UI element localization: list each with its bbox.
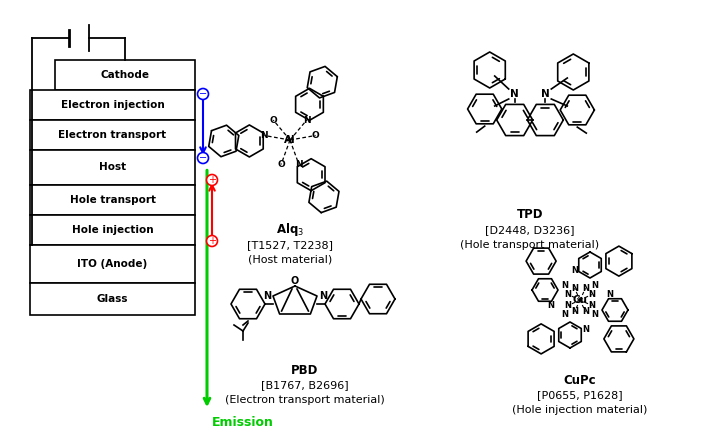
Text: O: O	[277, 160, 285, 169]
Text: N: N	[295, 160, 303, 169]
Text: N: N	[589, 290, 596, 299]
Text: N: N	[260, 131, 268, 140]
Text: N: N	[571, 266, 578, 275]
Text: Hole injection: Hole injection	[72, 225, 153, 235]
Text: N: N	[591, 281, 598, 290]
Circle shape	[198, 153, 208, 163]
Text: Electron transport: Electron transport	[58, 130, 167, 140]
Text: [B1767, B2696]: [B1767, B2696]	[261, 380, 348, 390]
Text: N: N	[541, 89, 550, 99]
Text: Hole transport: Hole transport	[70, 195, 156, 205]
Text: N: N	[263, 291, 271, 301]
Circle shape	[206, 175, 218, 185]
Text: N: N	[591, 310, 598, 319]
Text: N: N	[547, 301, 554, 310]
Text: [D2448, D3236]: [D2448, D3236]	[485, 225, 574, 235]
Text: −: −	[199, 89, 207, 99]
Text: ITO (Anode): ITO (Anode)	[77, 259, 148, 269]
Text: +: +	[208, 236, 216, 246]
Text: Glass: Glass	[96, 294, 128, 304]
Text: O: O	[291, 276, 299, 286]
Text: Electron injection: Electron injection	[61, 100, 164, 110]
Text: N: N	[606, 290, 613, 299]
Bar	[55, 60, 195, 90]
Text: N: N	[589, 301, 596, 310]
Text: +: +	[208, 175, 216, 185]
Text: [T1527, T2238]: [T1527, T2238]	[247, 240, 333, 250]
Text: Host: Host	[99, 163, 126, 172]
Text: N: N	[303, 116, 310, 125]
Text: (Hole injection material): (Hole injection material)	[513, 405, 648, 415]
Text: (Host material): (Host material)	[248, 255, 332, 265]
Text: N: N	[562, 310, 569, 319]
Circle shape	[206, 236, 218, 246]
Text: N: N	[571, 307, 578, 316]
Bar	[30, 120, 195, 150]
Text: N: N	[565, 301, 572, 310]
Bar	[30, 245, 195, 283]
Text: N: N	[571, 284, 578, 293]
Text: N: N	[562, 281, 569, 290]
Bar	[30, 215, 195, 245]
Text: TPD: TPD	[517, 209, 543, 221]
Text: (Electron transport material): (Electron transport material)	[225, 395, 385, 405]
Bar	[30, 185, 195, 215]
Text: [P0655, P1628]: [P0655, P1628]	[537, 390, 623, 400]
Text: Emission: Emission	[212, 415, 274, 429]
Text: O: O	[270, 116, 277, 125]
Bar	[30, 150, 195, 185]
Text: CuPc: CuPc	[564, 374, 596, 387]
Text: PBD: PBD	[291, 363, 319, 377]
Text: N: N	[565, 290, 572, 299]
Text: N: N	[582, 307, 589, 316]
Text: Al: Al	[284, 135, 296, 145]
Text: N: N	[319, 291, 327, 301]
Text: O: O	[312, 131, 320, 140]
Bar	[30, 283, 195, 315]
Circle shape	[198, 89, 208, 99]
Text: N: N	[582, 325, 589, 334]
Text: (Hole transport material): (Hole transport material)	[460, 240, 600, 250]
Text: Cu: Cu	[572, 295, 588, 305]
Bar	[30, 90, 195, 120]
Text: −: −	[199, 153, 207, 163]
Text: N: N	[582, 284, 589, 293]
Text: N: N	[510, 89, 519, 99]
Text: Alq$_3$: Alq$_3$	[276, 221, 304, 239]
Text: Cathode: Cathode	[101, 70, 149, 80]
